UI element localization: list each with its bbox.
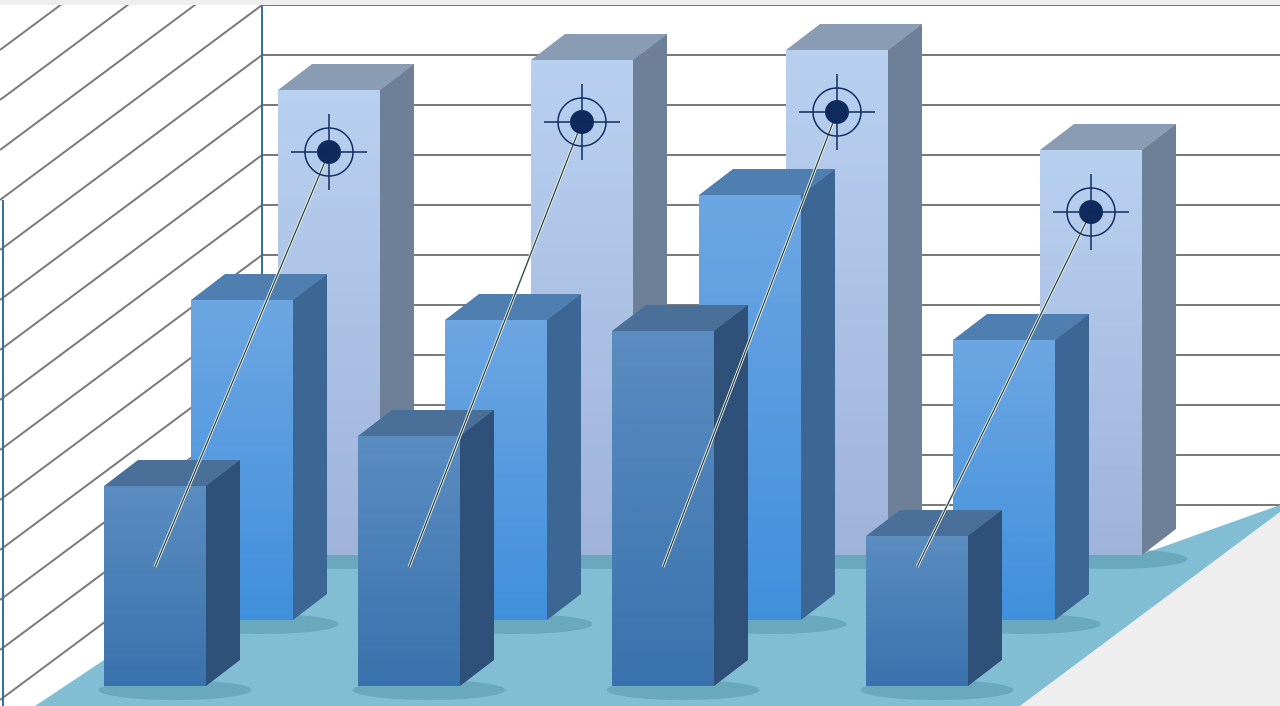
left-gridline [0, 54, 263, 251]
bar-side [293, 274, 327, 620]
bar-top [612, 305, 748, 331]
bar-top [1040, 124, 1176, 150]
bar-top [191, 274, 327, 300]
bar-side [801, 169, 835, 620]
bar-top [445, 294, 581, 320]
top-margin [0, 0, 1280, 5]
bar-side [206, 460, 240, 686]
left-gridline [0, 4, 263, 201]
bar [612, 331, 714, 686]
bar-top [699, 169, 835, 195]
left-gridline [0, 104, 263, 301]
bar-side [547, 294, 581, 620]
pointer-line [916, 211, 1092, 568]
bar-side [968, 510, 1002, 686]
bar-side [888, 24, 922, 555]
bar-side [1142, 124, 1176, 555]
left-gridline [0, 1, 133, 101]
pointer-line [154, 151, 330, 568]
left-gridline [0, 1, 200, 151]
floor-margin [1020, 512, 1280, 706]
left-gridline [0, 154, 263, 351]
bar-top [104, 460, 240, 486]
bar-side [714, 305, 748, 686]
left-gridline [0, 204, 263, 401]
bar [866, 536, 968, 686]
pointer-line [408, 121, 583, 568]
bar-side [460, 410, 494, 686]
bar-top [358, 410, 494, 436]
pointer-line [662, 111, 838, 568]
bar [104, 486, 206, 686]
bar-side [1055, 314, 1089, 620]
bar-top [953, 314, 1089, 340]
bar-top [866, 510, 1002, 536]
bar-top [531, 34, 667, 60]
left-gridline [0, 1, 66, 51]
bar-top [278, 64, 414, 90]
bar-top [786, 24, 922, 50]
